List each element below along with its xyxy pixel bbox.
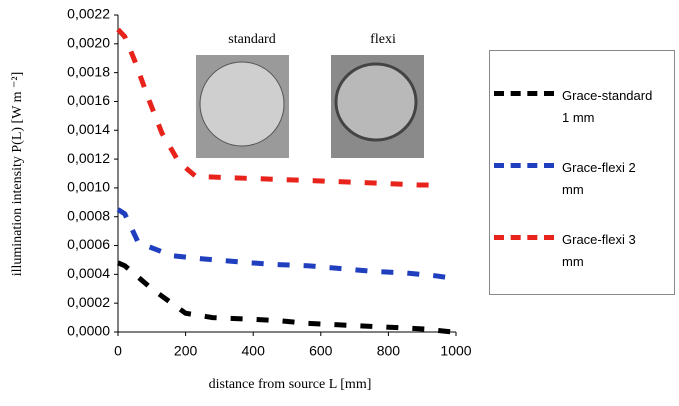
- y-axis-label: illumination intensity P(L) [W m ⁻²]: [10, 72, 25, 277]
- standard-fiber: [199, 61, 285, 147]
- y-tick-label: 0,0006: [67, 236, 110, 252]
- series-line: [117, 260, 453, 335]
- annotation: standard: [228, 32, 275, 47]
- legend-item: Grace-flexi 3 mm: [494, 229, 657, 273]
- x-tick-label: 800: [377, 343, 401, 359]
- x-tick-label: 1000: [440, 343, 471, 359]
- y-tick-label: 0,0010: [67, 179, 110, 195]
- x-tick-label: 200: [174, 343, 198, 359]
- x-tick-label: 400: [242, 343, 266, 359]
- flexi-fiber: [334, 62, 418, 142]
- annotation: flexi: [370, 32, 396, 47]
- series-line: [116, 207, 457, 282]
- legend-label: Grace-flexi 3 mm: [562, 232, 636, 269]
- legend-swatch: [494, 235, 554, 240]
- y-tick-label: 0,0004: [67, 265, 110, 281]
- y-tick-label: 0,0020: [67, 35, 110, 51]
- y-tick-label: 0,0000: [67, 323, 110, 339]
- legend-swatch: [494, 163, 554, 168]
- x-tick-label: 600: [309, 343, 333, 359]
- x-axis-label: distance from source L [mm]: [209, 377, 372, 392]
- legend-label: Grace-flexi 2 mm: [562, 160, 636, 197]
- legend-item: Grace-standard 1 mm: [494, 85, 657, 129]
- legend-swatch: [494, 91, 554, 96]
- y-tick-label: 0,0022: [67, 6, 110, 22]
- y-tick-label: 0,0018: [67, 63, 110, 79]
- series-line: [116, 27, 443, 188]
- y-tick-label: 0,0016: [67, 92, 110, 108]
- y-tick-label: 0,0008: [67, 207, 110, 223]
- y-tick-label: 0,0012: [67, 150, 110, 166]
- y-tick-label: 0,0014: [67, 121, 110, 137]
- y-tick-label: 0,0002: [67, 294, 110, 310]
- legend: Grace-standard 1 mm Grace-flexi 2 mm Grace…: [489, 50, 675, 295]
- legend-item: Grace-flexi 2 mm: [494, 157, 657, 201]
- legend-label: Grace-standard 1 mm: [562, 88, 653, 125]
- x-tick-label: 0: [114, 343, 122, 359]
